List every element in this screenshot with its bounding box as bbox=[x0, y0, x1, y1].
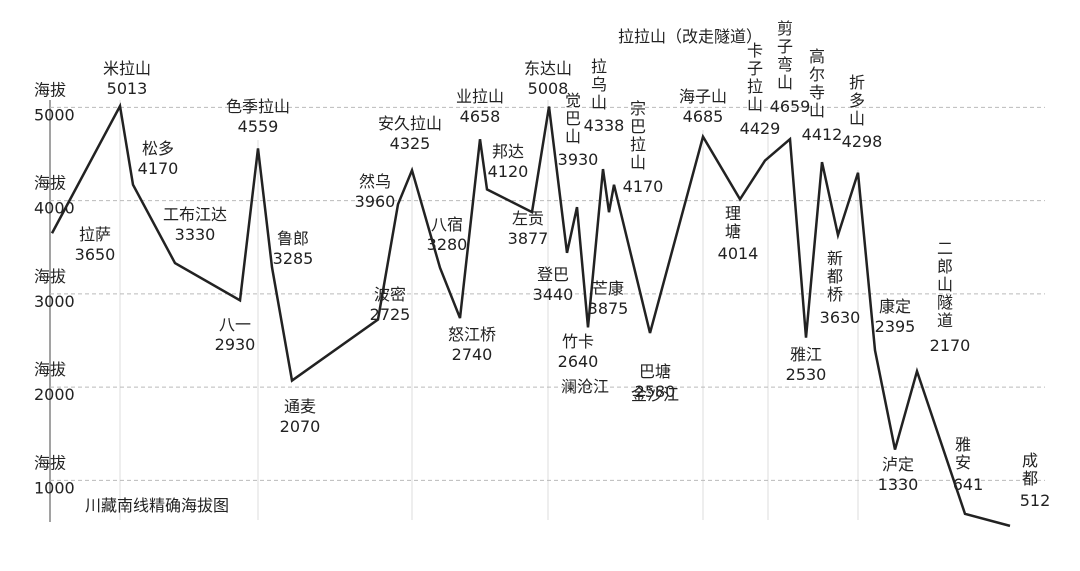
place-label: 折多山 bbox=[846, 74, 865, 128]
elevation-label: 1330 bbox=[878, 475, 919, 494]
elevation-label: 4325 bbox=[390, 134, 431, 153]
elevation-label: 5013 bbox=[107, 79, 148, 98]
place-label: 成都 bbox=[1019, 452, 1038, 488]
place-label: 米拉山 bbox=[103, 59, 151, 78]
place-label: 色季拉山 bbox=[226, 97, 290, 116]
y-tick-label: 4000 bbox=[34, 199, 75, 218]
place-label: 高尔寺山 bbox=[806, 48, 825, 120]
elevation-label: 4429 bbox=[740, 119, 781, 138]
y-tick-label: 3000 bbox=[34, 292, 75, 311]
y-tick-label: 1000 bbox=[34, 478, 75, 497]
place-label: 鲁郎 bbox=[277, 229, 309, 248]
place-label: 八一 bbox=[219, 315, 251, 334]
place-label: 康定 bbox=[879, 297, 911, 316]
place-label: 竹卡 bbox=[562, 332, 594, 351]
elevation-label: 4170 bbox=[623, 177, 664, 196]
place-label: 二郎山隧道 bbox=[934, 240, 953, 330]
elevation-label: 4298 bbox=[842, 132, 883, 151]
place-label: 拉乌山 bbox=[588, 58, 607, 112]
elevation-label: 2395 bbox=[875, 317, 916, 336]
elevation-label: 641 bbox=[953, 475, 984, 494]
place-label: 剪子弯山 bbox=[774, 20, 793, 92]
place-label: 邦达 bbox=[492, 142, 524, 161]
elevation-label: 3877 bbox=[508, 229, 549, 248]
elevation-label: 2640 bbox=[558, 352, 599, 371]
elevation-label: 512 bbox=[1020, 491, 1051, 510]
elevation-label: 4658 bbox=[460, 107, 501, 126]
elevation-label: 3440 bbox=[533, 285, 574, 304]
y-label: 海拔 bbox=[34, 453, 66, 472]
elevation-label: 2725 bbox=[370, 305, 411, 324]
elevation-label: 3330 bbox=[175, 225, 216, 244]
elevation-label: 4685 bbox=[683, 107, 724, 126]
elevation-label: 3285 bbox=[273, 249, 314, 268]
elevation-label: 5008 bbox=[528, 79, 569, 98]
place-label: 宗巴拉山 bbox=[627, 100, 646, 172]
elevation-label: 3930 bbox=[558, 150, 599, 169]
elevation-label: 2170 bbox=[930, 336, 971, 355]
y-label: 海拔 bbox=[34, 267, 66, 286]
y-label: 海拔 bbox=[34, 360, 66, 379]
place-label: 拉萨 bbox=[79, 225, 111, 244]
elevation-label: 3630 bbox=[820, 308, 861, 327]
elevation-label: 4338 bbox=[584, 116, 625, 135]
place-label: 卡子拉山 bbox=[744, 42, 763, 114]
place-label: 雅安 bbox=[952, 436, 971, 472]
place-label: 东达山 bbox=[524, 59, 572, 78]
elevation-label: 4559 bbox=[238, 117, 279, 136]
chart-title: 川藏南线精确海拔图 bbox=[85, 496, 229, 515]
place-label: 登巴 bbox=[537, 265, 569, 284]
elevation-label: 4120 bbox=[488, 162, 529, 181]
elevation-label: 4412 bbox=[802, 125, 843, 144]
place-label: 雅江 bbox=[790, 345, 822, 364]
place-label: 左贡 bbox=[512, 209, 544, 228]
vertical-guides bbox=[119, 100, 859, 520]
place-label: 工布江达 bbox=[163, 205, 227, 224]
place-label: 觉巴山 bbox=[562, 92, 581, 146]
elevation-label: 2530 bbox=[786, 365, 827, 384]
place-label: 业拉山 bbox=[456, 87, 504, 106]
y-tick-label: 2000 bbox=[34, 385, 75, 404]
place-label: 泸定 bbox=[882, 455, 914, 474]
elevation-label: 3960 bbox=[355, 192, 396, 211]
elevation-label: 3280 bbox=[427, 235, 468, 254]
elevation-label: 4170 bbox=[138, 159, 179, 178]
elevation-label: 3650 bbox=[75, 245, 116, 264]
place-label: 八宿 bbox=[431, 215, 463, 234]
elevation-label: 4014 bbox=[718, 244, 759, 263]
place-label: 芒康 bbox=[592, 279, 624, 298]
elevation-label: 3875 bbox=[588, 299, 629, 318]
place-label: 理塘 bbox=[722, 205, 741, 241]
elevation-label: 2070 bbox=[280, 417, 321, 436]
place-label: 怒江桥 bbox=[448, 325, 496, 344]
elevation-label: 2930 bbox=[215, 335, 256, 354]
place-label: 通麦 bbox=[284, 397, 316, 416]
elevation-label: 4659 bbox=[770, 97, 811, 116]
y-label: 海拔 bbox=[34, 174, 66, 193]
elevation-label: 2580 bbox=[635, 382, 676, 401]
y-tick-label: 5000 bbox=[34, 105, 75, 124]
place-label: 海子山 bbox=[679, 87, 727, 106]
annotation: 金沙江 bbox=[631, 385, 679, 404]
place-label: 安久拉山 bbox=[378, 114, 442, 133]
place-label: 松多 bbox=[142, 139, 174, 158]
place-label: 然乌 bbox=[359, 172, 391, 191]
elevation-line bbox=[50, 102, 1011, 528]
elevation-label: 2740 bbox=[452, 345, 493, 364]
annotation: 澜沧江 bbox=[561, 377, 609, 396]
annotation: 拉拉山（改走隧道） bbox=[618, 27, 762, 46]
place-label: 巴塘 bbox=[639, 362, 671, 381]
y-label: 海拔 bbox=[34, 80, 66, 99]
place-label: 新都桥 bbox=[824, 250, 843, 304]
place-label: 波密 bbox=[374, 285, 406, 304]
